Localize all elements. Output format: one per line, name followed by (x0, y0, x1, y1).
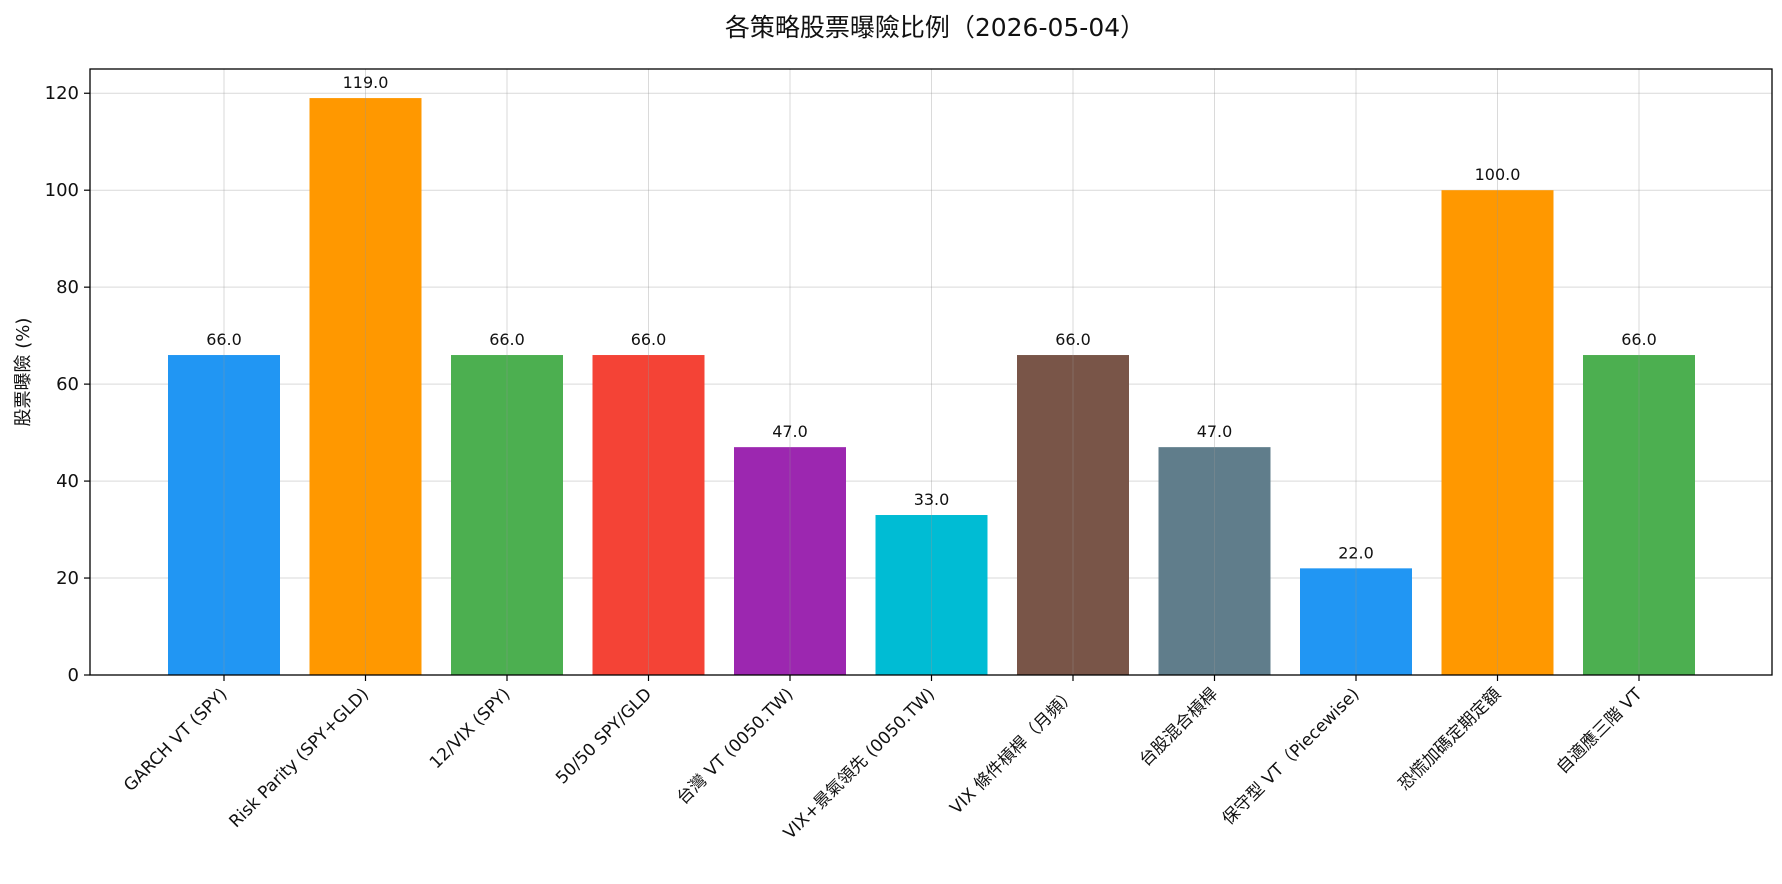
bars (168, 98, 1695, 675)
data-label: 33.0 (914, 490, 950, 509)
y-tick-label: 20 (56, 568, 79, 589)
bar (875, 515, 988, 675)
y-axis-label: 股票曝險 (%) (13, 318, 34, 427)
data-label: 66.0 (489, 330, 525, 349)
data-label: 22.0 (1338, 543, 1374, 562)
bar (734, 447, 846, 675)
bar (451, 355, 563, 675)
data-labels: 66.0 119.0 66.0 66.0 47.0 33.0 66.0 47.0 22.0 100… (206, 73, 1657, 562)
y-tick-label: 100 (45, 180, 79, 201)
x-tick-label: 恐慌加碼定期定額 (1395, 684, 1505, 794)
x-tick-label: VIX+景氣領先 (0050.TW) (780, 684, 939, 843)
y-tick-label: 80 (56, 277, 79, 298)
grid-lines-vertical (223, 69, 1640, 675)
y-axis: 0 20 40 60 80 100 120 (45, 83, 90, 686)
data-label: 47.0 (772, 422, 808, 441)
data-label: 66.0 (631, 330, 667, 349)
chart-title: 各策略股票曝險比例（2026-05-04） (725, 13, 1145, 42)
x-tick-label: 自適應三階 VT (1552, 683, 1647, 778)
bar (1158, 447, 1271, 675)
x-tick-label: 台灣 VT (0050.TW) (673, 684, 797, 808)
y-tick-label: 40 (56, 471, 79, 492)
data-label: 66.0 (1621, 330, 1657, 349)
data-label: 66.0 (206, 330, 242, 349)
data-label: 119.0 (343, 73, 389, 92)
x-tick-label: 台股混合槓桿 (1136, 684, 1222, 770)
x-axis: GARCH VT (SPY)Risk Parity (SPY+GLD) 12/VI… (120, 675, 1647, 844)
bar (1017, 355, 1129, 675)
bar (168, 355, 280, 675)
bar (1583, 355, 1695, 675)
x-tick-label: GARCH VT (SPY) (120, 684, 231, 795)
x-tick-label: 50/50 SPY/GLD (552, 684, 656, 788)
bar (309, 98, 422, 675)
y-tick-label: 120 (45, 83, 79, 104)
y-tick-label: 0 (68, 665, 79, 686)
data-label: 100.0 (1475, 165, 1521, 184)
x-tick-label: VIX 條件槓桿（月頻） (946, 684, 1080, 818)
data-label: 66.0 (1055, 330, 1091, 349)
y-tick-label: 60 (56, 374, 79, 395)
bar (1441, 190, 1554, 675)
x-tick-label: 保守型 VT（Piecewise) (1219, 684, 1364, 829)
bar (592, 355, 705, 675)
x-tick-label: 12/VIX (SPY) (426, 684, 515, 773)
bar (1300, 568, 1412, 675)
data-label: 47.0 (1197, 422, 1233, 441)
x-tick-label: Risk Parity (SPY+GLD) (225, 684, 373, 832)
